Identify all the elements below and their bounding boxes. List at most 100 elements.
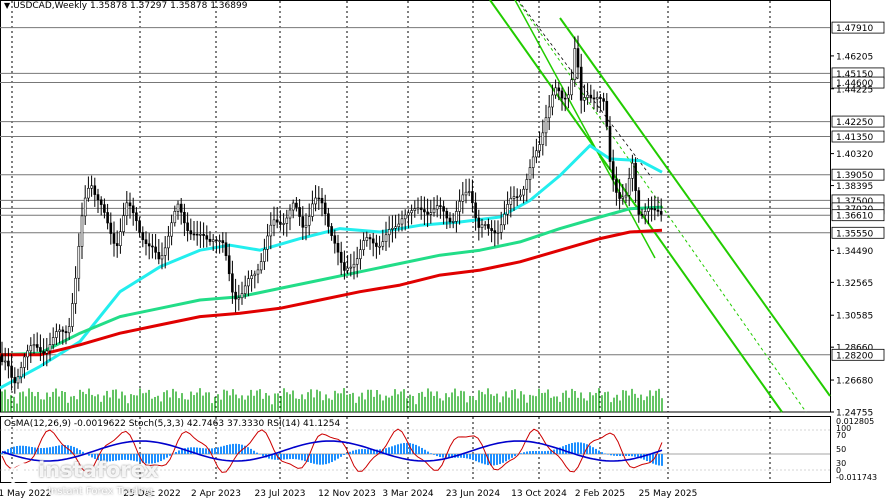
candle-body xyxy=(87,187,90,199)
candle-body xyxy=(74,277,77,304)
candle-body xyxy=(445,210,449,219)
moving-average-line-1 xyxy=(0,144,663,390)
symbol-info: USDCAD,Weekly 1.35878 1.37297 1.35878 1.… xyxy=(13,1,248,11)
candle-body xyxy=(64,331,68,334)
level-label-box xyxy=(831,115,885,128)
candle-body xyxy=(323,202,327,215)
candle-body xyxy=(339,251,343,263)
candle-body xyxy=(531,156,535,168)
candle-body xyxy=(416,207,420,210)
candle-body xyxy=(541,132,545,145)
dropdown-arrow-icon[interactable]: ▼ xyxy=(4,1,11,10)
price-axis-label: 1.44600 xyxy=(836,79,873,89)
candle-body xyxy=(272,219,276,226)
candle-body xyxy=(183,211,186,224)
candle-body xyxy=(151,245,154,248)
candle-body xyxy=(567,94,570,99)
candle-body xyxy=(221,240,225,244)
candle-body xyxy=(429,212,433,215)
candle-body xyxy=(269,224,273,237)
candle-body xyxy=(653,208,657,211)
candle-body xyxy=(410,210,413,214)
candle-body xyxy=(103,204,106,213)
candle-body xyxy=(519,194,522,198)
candle-body xyxy=(503,213,506,226)
instaforex-logo-icon xyxy=(8,462,34,488)
candle-body xyxy=(211,239,215,242)
level-label-box xyxy=(831,130,885,143)
candle-body xyxy=(227,255,231,275)
price-axis-label: 1.36610 xyxy=(836,212,873,222)
candle-body xyxy=(247,278,250,287)
candle-body xyxy=(135,212,138,222)
candle-body xyxy=(355,258,359,265)
candle-body xyxy=(71,303,74,327)
date-label: 23 Jun 2024 xyxy=(446,489,500,499)
price-axis-label: 1.32565 xyxy=(836,279,873,289)
candle-body xyxy=(32,344,36,347)
price-axis-label: 1.41350 xyxy=(836,133,873,143)
candle-body xyxy=(192,233,196,236)
price-axis-label: 1.40320 xyxy=(836,150,873,160)
candle-body xyxy=(13,377,17,384)
candle-body xyxy=(634,162,637,191)
candle-body xyxy=(240,293,244,299)
candle-body xyxy=(7,360,10,367)
channel-upper-line xyxy=(489,0,783,413)
candle-body xyxy=(173,211,177,224)
date-axis: 21 May 2022 25 Dec 2022 2 Apr 2023 23 Jul 2… xyxy=(0,489,697,499)
candle-body xyxy=(301,216,305,228)
candle-body xyxy=(525,179,529,190)
date-label: 13 Oct 2024 xyxy=(511,489,567,499)
candle-body xyxy=(96,194,100,201)
candle-body xyxy=(288,209,292,219)
candle-body xyxy=(480,224,484,228)
candle-body xyxy=(560,90,564,99)
level-label-box xyxy=(831,348,885,361)
candle-body xyxy=(304,224,308,228)
moving-average-line-2 xyxy=(0,205,663,357)
candle-body xyxy=(298,207,301,217)
candle-body xyxy=(93,185,97,195)
price-axis-label: 1.34490 xyxy=(836,247,873,257)
candle-body xyxy=(67,326,71,334)
candle-body xyxy=(435,205,439,210)
candle-body xyxy=(55,331,58,338)
level-label-box xyxy=(831,226,885,239)
candle-body xyxy=(499,224,503,233)
candle-body xyxy=(0,354,4,363)
candle-body xyxy=(608,126,612,162)
candle-body xyxy=(483,224,487,226)
candle-body xyxy=(496,231,500,234)
candle-body xyxy=(423,209,426,213)
candle-body xyxy=(256,269,260,275)
candle-body xyxy=(631,162,634,179)
candle-body xyxy=(570,79,573,96)
candle-body xyxy=(554,87,557,96)
candle-body xyxy=(522,188,525,196)
candle-body xyxy=(19,367,23,378)
price-axis-label: 1.38395 xyxy=(836,182,873,192)
price-axis-label: 1.42250 xyxy=(836,118,873,128)
candle-body xyxy=(275,219,279,223)
candle-body xyxy=(557,87,561,92)
osc-axis-label: 0 xyxy=(836,466,841,475)
level-label-box xyxy=(831,76,885,89)
trend-channel xyxy=(489,0,831,413)
level-label-box xyxy=(831,209,885,222)
candle-body xyxy=(189,230,193,235)
candle-body xyxy=(506,204,509,215)
candle-body xyxy=(224,242,228,257)
candle-body xyxy=(605,101,609,127)
candle-body xyxy=(205,235,209,240)
candle-body xyxy=(528,167,532,180)
candle-body xyxy=(311,203,314,217)
candle-body xyxy=(138,220,141,233)
candle-body xyxy=(602,98,605,102)
candle-body xyxy=(451,221,455,223)
osc-axis-label: -0.011743 xyxy=(836,473,877,482)
candle-body xyxy=(487,224,490,229)
candle-body xyxy=(58,329,61,332)
